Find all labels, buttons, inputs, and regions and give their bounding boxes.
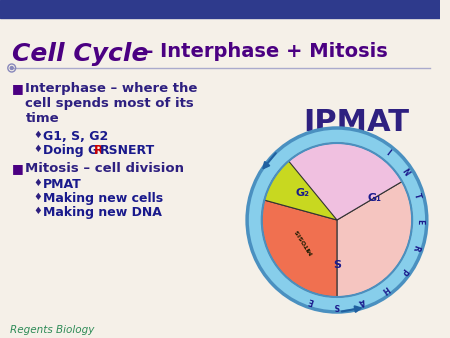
Wedge shape — [264, 161, 337, 220]
Text: Cell Cycle: Cell Cycle — [12, 42, 148, 66]
Wedge shape — [337, 182, 412, 297]
Text: ■: ■ — [12, 162, 23, 175]
Text: MITOSIS: MITOSIS — [294, 227, 314, 256]
Text: R: R — [410, 244, 421, 252]
Text: G₁: G₁ — [368, 193, 382, 203]
Text: ♦: ♦ — [33, 192, 42, 202]
Text: E: E — [415, 219, 424, 225]
Text: ♦: ♦ — [33, 144, 42, 154]
Text: ♦: ♦ — [33, 130, 42, 140]
Circle shape — [247, 128, 427, 312]
Wedge shape — [272, 143, 402, 220]
Text: IPMAT: IPMAT — [303, 108, 409, 137]
Text: E: E — [307, 296, 315, 306]
Text: PMAT: PMAT — [43, 178, 82, 191]
Text: I: I — [384, 149, 392, 158]
Text: N: N — [400, 167, 411, 177]
Text: Interphase – where the
cell spends most of its
time: Interphase – where the cell spends most … — [25, 82, 198, 125]
Text: ■: ■ — [12, 82, 23, 95]
Text: S: S — [334, 300, 339, 310]
Circle shape — [262, 143, 412, 297]
Text: Making new cells: Making new cells — [43, 192, 163, 205]
Text: S: S — [333, 260, 341, 270]
Text: Doing G: Doing G — [43, 144, 98, 157]
Text: G₂: G₂ — [295, 188, 309, 198]
Text: G1, S, G2: G1, S, G2 — [43, 130, 108, 143]
FancyBboxPatch shape — [0, 0, 440, 18]
Text: RSNERT: RSNERT — [99, 144, 155, 157]
Text: T: T — [411, 192, 422, 200]
Text: R: R — [94, 144, 104, 157]
Text: Mitosis – cell division: Mitosis – cell division — [25, 162, 184, 175]
Text: Regents Biology: Regents Biology — [10, 325, 94, 335]
Text: ♦: ♦ — [33, 206, 42, 216]
Text: ♦: ♦ — [33, 178, 42, 188]
Text: H: H — [380, 284, 390, 295]
Circle shape — [10, 67, 13, 70]
Text: – Interphase + Mitosis: – Interphase + Mitosis — [137, 42, 387, 61]
Text: A: A — [358, 296, 366, 306]
Text: P: P — [398, 266, 409, 276]
Text: Making new DNA: Making new DNA — [43, 206, 162, 219]
Wedge shape — [262, 200, 337, 297]
